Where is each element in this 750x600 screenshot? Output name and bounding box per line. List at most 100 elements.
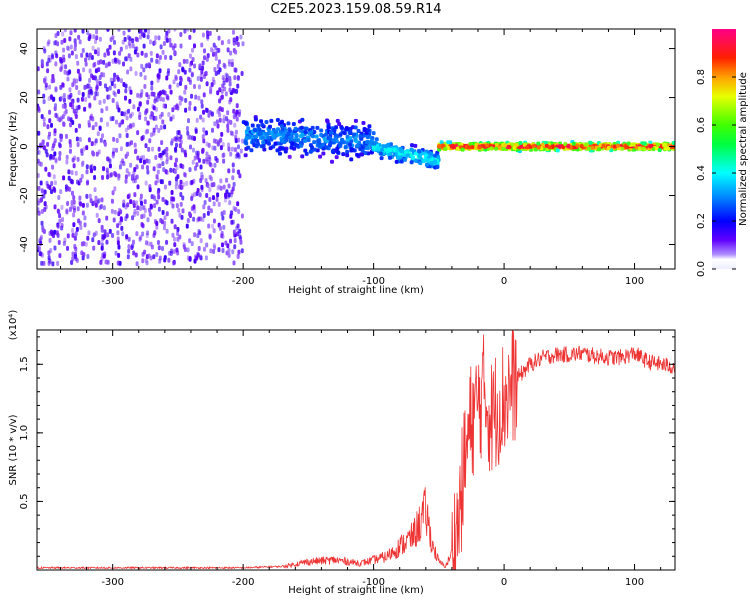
heatmap-cell	[152, 194, 156, 200]
heatmap-cell	[202, 213, 206, 219]
heatmap-cell	[176, 230, 180, 236]
heatmap-cell	[175, 142, 179, 148]
heatmap-cell	[85, 169, 89, 175]
heatmap-cell	[155, 58, 159, 64]
heatmap-cell	[205, 242, 209, 248]
heatmap-cell	[332, 127, 337, 132]
heatmap-cell	[170, 248, 174, 254]
heatmap-cell	[81, 91, 85, 97]
heatmap-cell	[49, 94, 53, 100]
heatmap-cell	[388, 147, 393, 152]
heatmap-cell	[196, 251, 200, 257]
heatmap-cell	[54, 61, 58, 67]
heatmap-cell	[221, 215, 225, 221]
heatmap-cell	[229, 97, 233, 103]
heatmap-cell	[150, 146, 154, 152]
heatmap-cell	[143, 84, 147, 90]
heatmap-cell	[40, 209, 44, 215]
heatmap-cell	[403, 157, 408, 162]
heatmap-cell	[289, 136, 294, 141]
heatmap-cell	[41, 61, 45, 67]
heatmap-cell	[75, 84, 79, 90]
heatmap-cell	[352, 132, 357, 137]
heatmap-cell	[47, 57, 51, 63]
heatmap-cell	[163, 184, 167, 190]
heatmap-cell	[48, 131, 52, 137]
heatmap-cell	[156, 239, 160, 245]
heatmap-cell	[179, 179, 183, 185]
heatmap-cell	[220, 94, 224, 100]
heatmap-cell	[300, 117, 305, 122]
heatmap-cell	[116, 223, 120, 229]
heatmap-cell	[185, 58, 189, 64]
colorbar-tick-label: 0.8	[696, 69, 707, 85]
heatmap-cell	[125, 141, 129, 147]
heatmap-cell	[58, 143, 62, 149]
heatmap-cell	[133, 175, 137, 181]
heatmap-cell	[227, 192, 231, 198]
heatmap-cell	[179, 192, 183, 198]
heatmap-cell	[46, 68, 50, 74]
heatmap-cell	[236, 254, 240, 260]
heatmap-cell	[97, 218, 101, 224]
heatmap-cell	[103, 52, 107, 58]
heatmap-cell	[210, 111, 214, 117]
heatmap-cell	[345, 153, 350, 158]
colorbar-tick-label: 0.0	[696, 261, 707, 277]
heatmap-cell	[133, 166, 137, 172]
heatmap-cell	[94, 202, 98, 208]
heatmap-cell	[217, 35, 221, 41]
heatmap-cell	[258, 131, 263, 136]
heatmap-cell	[324, 145, 329, 150]
heatmap-cell	[81, 47, 85, 53]
heatmap-cell	[198, 192, 202, 198]
heatmap-cell	[218, 67, 222, 73]
heatmap-cell	[146, 34, 150, 40]
heatmap-cell	[365, 140, 370, 145]
heatmap-cell	[56, 41, 60, 47]
heatmap-cell	[309, 148, 314, 153]
heatmap-cell	[231, 219, 235, 225]
heatmap-cell	[59, 66, 63, 72]
heatmap-cell	[75, 78, 79, 84]
heatmap-cell	[241, 41, 245, 47]
heatmap-cell	[70, 204, 74, 210]
heatmap-cell	[494, 146, 499, 151]
heatmap-cell	[231, 175, 235, 181]
heatmap-cell	[238, 228, 242, 234]
heatmap-cell	[122, 30, 126, 36]
heatmap-cell	[113, 92, 117, 98]
heatmap-cell	[155, 53, 159, 59]
heatmap-cell	[60, 223, 64, 229]
heatmap-cell	[129, 199, 133, 205]
heatmap-cell	[188, 53, 192, 59]
heatmap-cell	[165, 211, 169, 217]
heatmap-cell	[51, 261, 55, 267]
heatmap-cell	[121, 231, 125, 237]
heatmap-cell	[269, 118, 274, 123]
heatmap-cell	[204, 178, 208, 184]
heatmap-cell	[146, 169, 150, 175]
heatmap-cell	[227, 168, 231, 174]
heatmap-cell	[85, 164, 89, 170]
heatmap-cell	[184, 107, 188, 113]
heatmap-cell	[189, 180, 193, 186]
heatmap-cell	[433, 153, 438, 158]
heatmap-cell	[84, 61, 88, 67]
heatmap-cell	[152, 127, 156, 133]
heatmap-cell	[58, 253, 62, 259]
heatmap-cell	[78, 39, 82, 45]
heatmap-cell	[178, 184, 182, 190]
heatmap-cell	[152, 166, 156, 172]
heatmap-cell	[309, 130, 314, 135]
heatmap-cell	[69, 30, 73, 36]
heatmap-cell	[184, 152, 188, 158]
heatmap-cell	[156, 178, 160, 184]
heatmap-cell	[236, 201, 240, 207]
heatmap-cell	[88, 193, 92, 199]
heatmap-cell	[106, 29, 110, 32]
heatmap-cell	[318, 144, 323, 149]
heatmap-cell	[227, 61, 231, 67]
heatmap-cell	[122, 199, 126, 205]
heatmap-cell	[77, 90, 81, 96]
